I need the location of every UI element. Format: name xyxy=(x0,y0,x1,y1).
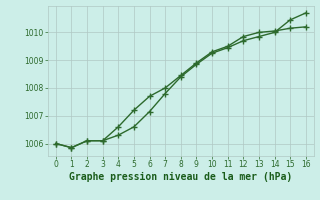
X-axis label: Graphe pression niveau de la mer (hPa): Graphe pression niveau de la mer (hPa) xyxy=(69,172,292,182)
